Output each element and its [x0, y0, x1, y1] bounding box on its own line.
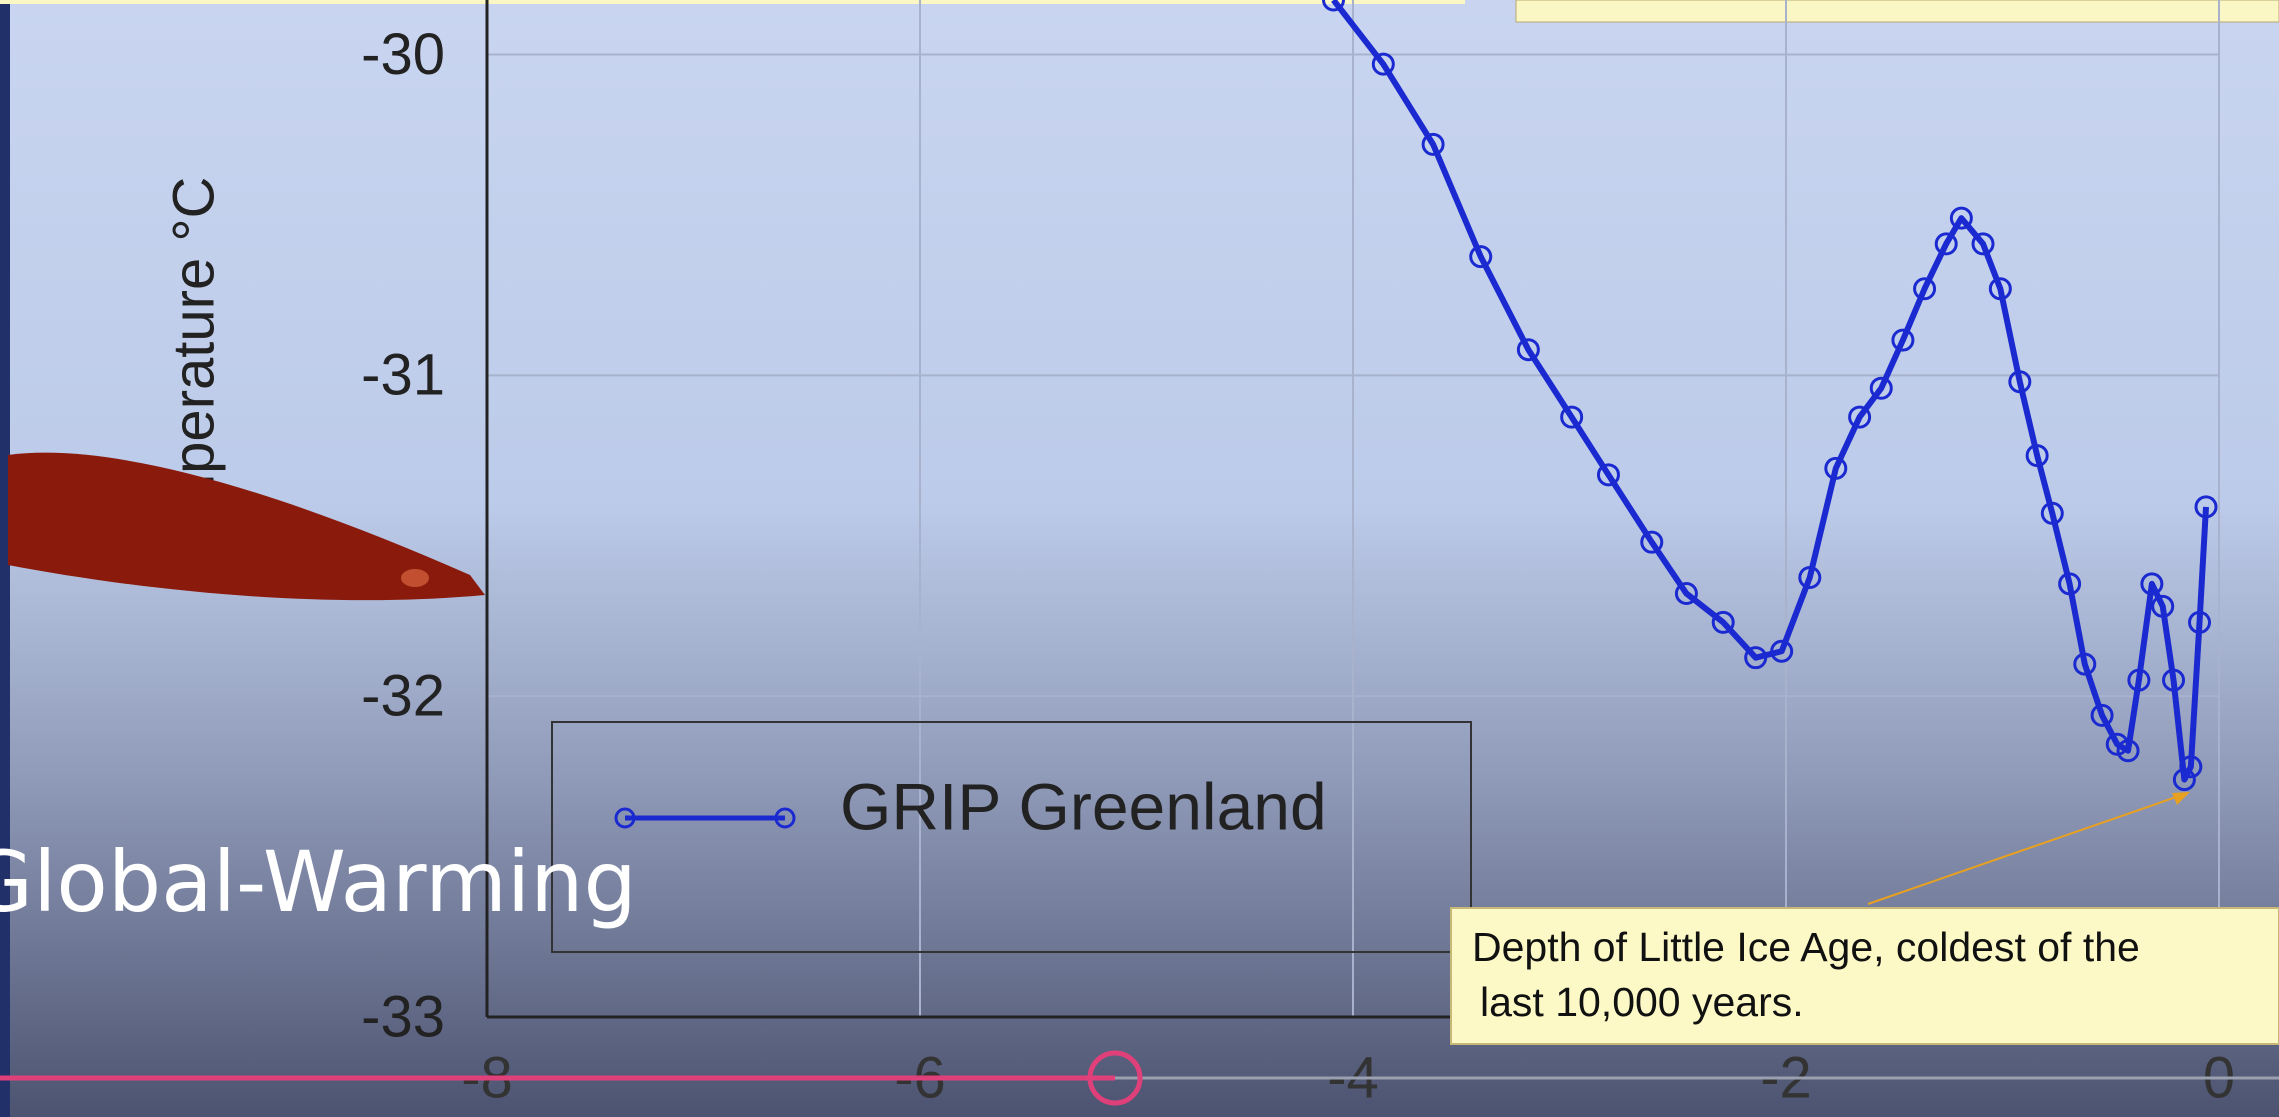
- data-point: [1798, 565, 1822, 589]
- data-point: [1988, 277, 2012, 301]
- data-point: [1744, 646, 1768, 670]
- data-point: [2188, 610, 2212, 634]
- data-point: [2040, 501, 2064, 525]
- overlay-title: Global-Warming: [0, 833, 637, 931]
- grid: [486, 0, 2220, 1018]
- data-point: [1848, 405, 1872, 429]
- data-point: [1711, 610, 1735, 634]
- data-point: [1949, 206, 1973, 230]
- annotation-arrow: [1867, 794, 2183, 905]
- legend-label: GRIP Greenland: [840, 769, 1327, 843]
- data-point: [1469, 245, 1493, 269]
- annotation-arrowhead: [2172, 792, 2190, 805]
- data-point: [2172, 768, 2196, 792]
- data-point: [2073, 652, 2097, 676]
- data-point: [1421, 132, 1445, 156]
- y-tick-label: -32: [361, 664, 445, 729]
- legend-marker: [614, 807, 636, 829]
- data-line: [1331, 0, 2210, 783]
- left-edge: [0, 0, 10, 1117]
- legend-marker: [774, 807, 796, 829]
- data-point: [1869, 376, 1893, 400]
- data-point: [1322, 0, 1346, 12]
- data-point: [2194, 495, 2218, 519]
- data-point: [1640, 530, 1664, 554]
- pen-tip: [401, 569, 429, 587]
- y-tick-label: -31: [361, 343, 445, 408]
- data-point: [1371, 52, 1395, 76]
- data-point: [2090, 703, 2114, 727]
- data-point: [2058, 572, 2082, 596]
- data-point: [2162, 668, 2186, 692]
- annotation-box: [1450, 907, 2279, 1045]
- progress-handle[interactable]: [1087, 1050, 1143, 1106]
- data-point: [2151, 594, 2175, 618]
- data-point: [1891, 328, 1915, 352]
- pointer-pen: [8, 452, 485, 601]
- data-point: [1971, 232, 1995, 256]
- data-point: [1596, 463, 1620, 487]
- data-point: [1824, 456, 1848, 480]
- annotation-line: last 10,000 years.: [1480, 979, 1804, 1025]
- y-tick-label: -33: [361, 984, 445, 1049]
- annotation-line: Depth of Little Ice Age, coldest of the: [1472, 924, 2140, 970]
- data-point: [2140, 572, 2164, 596]
- data-point: [2127, 668, 2151, 692]
- y-tick-label: -30: [361, 22, 445, 87]
- data-point: [1674, 582, 1698, 606]
- data-point: [1516, 338, 1540, 362]
- data-point: [1913, 277, 1937, 301]
- data-point: [2008, 370, 2032, 394]
- top-right-note: [1515, 0, 2279, 23]
- top-banner: [0, 0, 1465, 4]
- legend-box: [551, 721, 1472, 953]
- data-point: [1934, 232, 1958, 256]
- data-point: [1560, 405, 1584, 429]
- data-point: [2025, 444, 2049, 468]
- data-point: [1770, 639, 1794, 663]
- data-point: [2116, 739, 2140, 763]
- data-point: [2179, 755, 2203, 779]
